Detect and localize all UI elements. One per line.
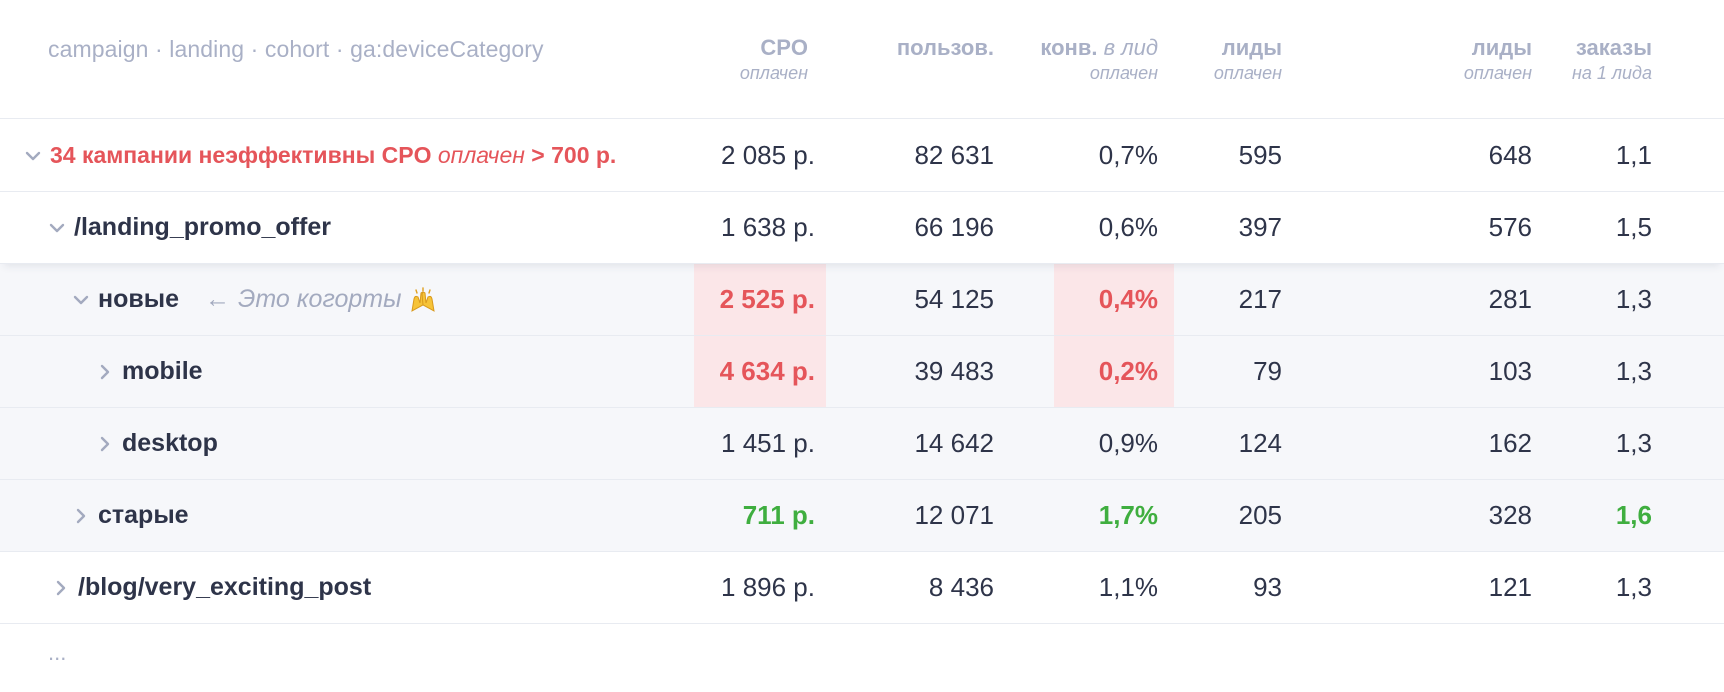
cpo-value: 1 896 р. (721, 572, 815, 602)
conversion-value: 0,4% (1098, 284, 1158, 314)
highlight-conversion (1054, 336, 1174, 407)
leads-2-value: 281 (1488, 284, 1532, 314)
leads-2-value: 162 (1488, 428, 1532, 458)
table-row[interactable]: desktop 1 451 р. 14 642 0,9% 124 162 1,3 (0, 408, 1724, 480)
orders-value: 1,3 (1615, 284, 1652, 314)
chevron-right-icon[interactable] (72, 507, 90, 525)
highlight-conversion (1054, 264, 1174, 335)
cpo-value: 2 525 р. (719, 284, 815, 314)
leads-2-value: 103 (1488, 356, 1532, 386)
leads-value: 595 (1238, 140, 1282, 170)
row-label-desktop: desktop (96, 408, 218, 479)
conversion-value: 1,7% (1098, 500, 1158, 530)
table-header: campaign · landing · cohort · ga:deviceC… (0, 0, 1724, 119)
users-value: 54 125 (914, 284, 994, 314)
users-value: 66 196 (914, 212, 994, 242)
orders-value: 1,6 (1615, 500, 1652, 530)
users-value: 12 071 (914, 500, 994, 530)
table-row[interactable]: новые ← Это когорты 2 525 р. 54 125 0,4%… (0, 264, 1724, 336)
row-label-campaigns: 34 кампании неэффективны CPO оплачен > 7… (24, 120, 616, 191)
leads-2-value: 648 (1488, 140, 1532, 170)
orders-value: 1,5 (1615, 212, 1652, 242)
chevron-right-icon[interactable] (96, 435, 114, 453)
cpo-value: 1 451 р. (721, 428, 815, 458)
users-value: 14 642 (914, 428, 994, 458)
cohort-annotation: ← Это когорты (205, 285, 438, 314)
orders-value: 1,3 (1615, 428, 1652, 458)
orders-value: 1,3 (1615, 356, 1652, 386)
table-row[interactable]: /landing_promo_offer 1 638 р. 66 196 0,6… (0, 192, 1724, 264)
conversion-value: 0,7% (1098, 140, 1158, 170)
leads-value: 397 (1238, 212, 1282, 242)
orders-value: 1,3 (1615, 572, 1652, 602)
table-row[interactable]: /blog/very_exciting_post 1 896 р. 8 436 … (0, 552, 1724, 624)
table-row[interactable]: 34 кампании неэффективны CPO оплачен > 7… (0, 120, 1724, 192)
row-label-blog: /blog/very_exciting_post (52, 552, 371, 623)
chevron-down-icon[interactable] (48, 219, 66, 237)
leads-value: 124 (1238, 428, 1282, 458)
dimensions-header[interactable]: campaign · landing · cohort · ga:deviceC… (48, 36, 544, 62)
leads-value: 79 (1253, 356, 1282, 386)
raised-hands-icon (410, 286, 435, 312)
conversion-value: 0,6% (1098, 212, 1158, 242)
leads-2-value: 328 (1488, 500, 1532, 530)
table-row[interactable]: mobile 4 634 р. 39 483 0,2% 79 103 1,3 (0, 336, 1724, 408)
leads-value: 205 (1238, 500, 1282, 530)
conversion-value: 1,1% (1098, 572, 1158, 602)
column-header-leads[interactable]: лиды оплачен (1213, 35, 1282, 83)
row-label-mobile: mobile (96, 336, 203, 407)
chevron-right-icon[interactable] (52, 579, 70, 597)
arrow-left-icon: ← (205, 285, 230, 313)
chevron-right-icon[interactable] (96, 363, 114, 381)
column-header-users[interactable]: пользов. (896, 35, 994, 60)
leads-value: 93 (1253, 572, 1282, 602)
column-header-conversion[interactable]: конв. в лид оплачен (1040, 35, 1158, 83)
highlight-cpo (694, 264, 826, 335)
column-header-orders[interactable]: заказы на 1 лида (1571, 35, 1652, 83)
more-rows-ellipsis[interactable]: ... (48, 640, 67, 665)
highlight-cpo (694, 336, 826, 407)
row-label-cohort-old: старые (72, 480, 189, 551)
leads-value: 217 (1238, 284, 1282, 314)
cpo-value: 4 634 р. (719, 356, 815, 386)
conversion-value: 0,9% (1098, 428, 1158, 458)
orders-value: 1,1 (1615, 140, 1652, 170)
leads-2-value: 121 (1488, 572, 1532, 602)
row-label-cohort-new: новые ← Это когорты (72, 264, 438, 335)
conversion-value: 0,2% (1098, 356, 1158, 386)
table-row[interactable]: старые 711 р. 12 071 1,7% 205 328 1,6 (0, 480, 1724, 552)
users-value: 8 436 (928, 572, 994, 602)
cpo-value: 1 638 р. (721, 212, 815, 242)
cpo-value: 2 085 р. (721, 140, 815, 170)
users-value: 39 483 (914, 356, 994, 386)
column-header-leads-2[interactable]: лиды оплачен (1463, 35, 1532, 83)
chevron-down-icon[interactable] (24, 147, 42, 165)
leads-2-value: 576 (1488, 212, 1532, 242)
cpo-value: 711 р. (742, 500, 815, 530)
row-label-landing: /landing_promo_offer (48, 192, 331, 263)
chevron-down-icon[interactable] (72, 291, 90, 309)
users-value: 82 631 (914, 140, 994, 170)
column-header-cpo[interactable]: CPO оплачен (739, 35, 808, 83)
